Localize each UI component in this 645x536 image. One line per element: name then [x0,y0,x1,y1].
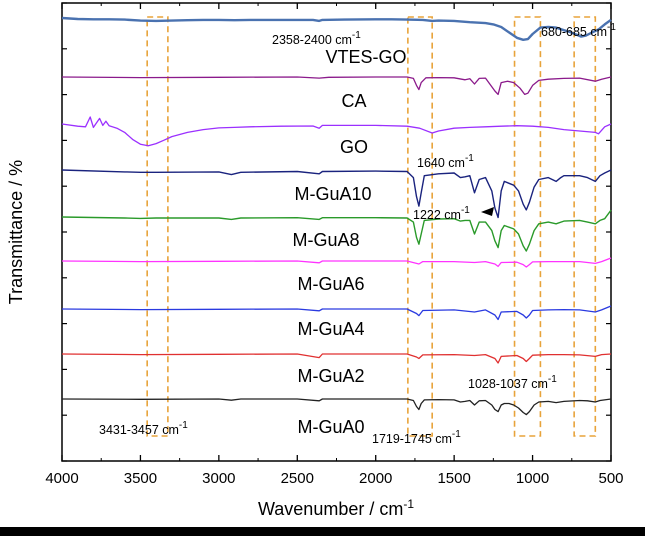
x-tick-label-1500: 1500 [437,470,470,487]
annotation-1719-1745: 1719-1745 cm-1 [372,429,461,446]
series-label-ca: CA [341,91,366,111]
y-axis-ticks [62,2,611,462]
annotation-1222: 1222 cm-1 [413,205,470,222]
series-line-go [61,116,612,147]
x-tick-label-4000: 4000 [45,470,78,487]
series-line-ca [61,76,612,96]
series-label-vtes-go: VTES-GO [325,47,406,67]
series-line-vtes-go [61,16,612,41]
highlight-region-2 [407,16,433,437]
series-label-go: GO [340,137,368,157]
series-line-m-gua0 [61,398,612,416]
annotation-1222-arrowhead [481,207,494,216]
x-tick-label-3000: 3000 [202,470,235,487]
x-tick-label-2500: 2500 [281,470,314,487]
x-tick-label-500: 500 [598,470,623,487]
series-line-m-gua4 [61,305,612,321]
highlight-region-4 [573,16,597,437]
series-line-m-gua6 [61,257,612,268]
series-label-m-gua10: M-GuA10 [294,184,371,204]
series-line-m-gua2 [61,353,612,364]
annotations: 2358-2400 cm-1 680-685 cm-1 1640 cm-1 12… [99,22,616,446]
annotation-1640: 1640 cm-1 [417,153,474,170]
series-line-m-gua10 [61,169,612,219]
x-axis-title: Wavenumber / cm-1 [258,497,414,519]
annotation-680-685: 680-685 cm-1 [541,22,616,39]
series-label-m-gua8: M-GuA8 [292,230,359,250]
series-labels: VTES-GO CA GO M-GuA10 M-GuA8 M-GuA6 M-Gu… [292,47,406,437]
x-tick-label-1000: 1000 [516,470,549,487]
series-lines [61,16,612,416]
y-axis-title: Transmittance / % [6,160,26,304]
series-label-m-gua6: M-GuA6 [297,274,364,294]
series-label-m-gua4: M-GuA4 [297,319,364,339]
highlight-regions [146,16,597,437]
highlight-region-3 [513,16,542,437]
series-line-m-gua8 [61,209,612,252]
annotation-3431-3457: 3431-3457 cm-1 [99,420,188,437]
x-tick-label-3500: 3500 [124,470,157,487]
x-tick-label-2000: 2000 [359,470,392,487]
annotation-1028-1037: 1028-1037 cm-1 [468,374,557,391]
series-label-m-gua0: M-GuA0 [297,417,364,437]
series-label-m-gua2: M-GuA2 [297,366,364,386]
x-axis-ticks: 4000 3500 3000 2500 2000 1500 1000 500 [45,3,624,487]
bottom-border [0,527,645,536]
annotation-2358-2400: 2358-2400 cm-1 [272,30,361,47]
highlight-region-1 [146,16,169,437]
